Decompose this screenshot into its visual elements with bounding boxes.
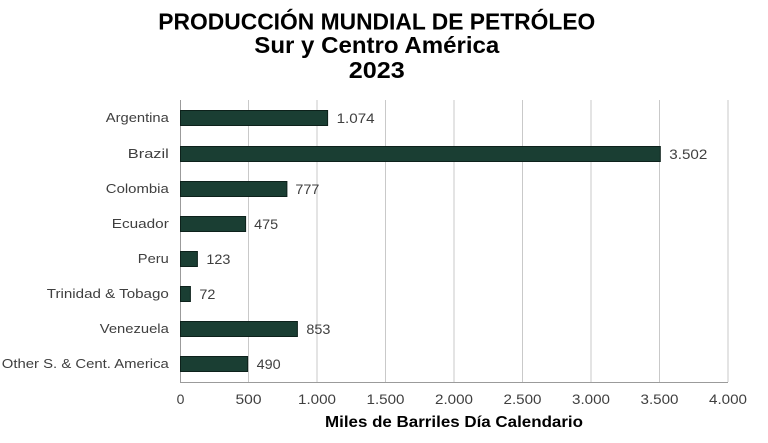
svg-text:500: 500 — [236, 391, 262, 407]
svg-text:PRODUCCIÓN MUNDIAL DE PETRÓLEO: PRODUCCIÓN MUNDIAL DE PETRÓLEO — [158, 8, 595, 35]
svg-text:0: 0 — [177, 391, 185, 407]
svg-text:1.074: 1.074 — [337, 110, 375, 126]
svg-text:2.000: 2.000 — [435, 391, 473, 407]
svg-text:3.500: 3.500 — [641, 391, 679, 407]
svg-text:490: 490 — [257, 356, 281, 372]
svg-text:2023: 2023 — [349, 57, 405, 83]
svg-text:853: 853 — [306, 321, 330, 337]
svg-text:Other S. & Cent. America: Other S. & Cent. America — [2, 357, 169, 371]
svg-text:123: 123 — [206, 251, 230, 267]
svg-text:Trinidad & Tobago: Trinidad & Tobago — [47, 287, 169, 301]
svg-text:Venezuela: Venezuela — [100, 322, 169, 336]
svg-text:Argentina: Argentina — [106, 111, 169, 125]
svg-text:777: 777 — [295, 181, 319, 197]
svg-text:3.502: 3.502 — [669, 146, 707, 162]
svg-text:Colombia: Colombia — [106, 182, 169, 196]
svg-text:Peru: Peru — [138, 252, 169, 266]
svg-text:72: 72 — [199, 286, 215, 302]
svg-text:1.000: 1.000 — [298, 391, 336, 407]
svg-text:Sur y Centro América: Sur y Centro América — [254, 32, 499, 58]
svg-text:Ecuador: Ecuador — [112, 217, 169, 231]
svg-text:2.500: 2.500 — [504, 391, 542, 407]
svg-text:475: 475 — [254, 216, 278, 232]
svg-text:1.500: 1.500 — [367, 391, 405, 407]
svg-text:3.000: 3.000 — [572, 391, 610, 407]
svg-text:Brazil: Brazil — [128, 147, 169, 161]
svg-text:Miles de Barriles Día Calendar: Miles de Barriles Día Calendario — [325, 414, 583, 431]
svg-text:4.000: 4.000 — [709, 391, 747, 407]
